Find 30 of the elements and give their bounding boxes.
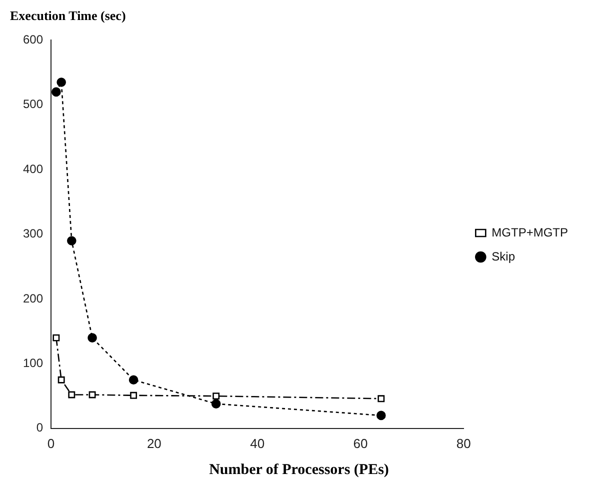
- point: [378, 395, 385, 402]
- point: [56, 78, 66, 87]
- point: [212, 392, 220, 400]
- x-tick-label: 60: [353, 436, 368, 451]
- point: [211, 399, 221, 408]
- y-tick-label: 200: [22, 291, 44, 306]
- point: [58, 376, 65, 384]
- x-tick-label: 40: [250, 436, 265, 451]
- y-tick-label: 100: [22, 356, 44, 370]
- x-axis-title: Number of Processors (PEs): [208, 462, 390, 479]
- point: [52, 87, 61, 97]
- y-tick-label: 400: [22, 162, 44, 176]
- x-tick-label: 80: [456, 436, 471, 451]
- point: [130, 392, 138, 399]
- point: [128, 375, 138, 385]
- y-tick-label: 0: [36, 420, 44, 435]
- x-tick-label: 0: [47, 436, 55, 451]
- point: [67, 236, 76, 246]
- y-tick-label: 500: [22, 97, 44, 112]
- point: [52, 334, 60, 342]
- y-tick-label: 300: [22, 226, 44, 241]
- x-tick-label: 20: [146, 436, 162, 451]
- y-axis-title: Execution Time (sec): [10, 8, 126, 24]
- legend-label: MGTP+MGTP: [492, 225, 568, 240]
- point: [88, 391, 96, 398]
- point: [68, 391, 76, 398]
- point: [88, 333, 97, 342]
- y-tick-label: 600: [22, 32, 44, 47]
- point: [376, 410, 386, 420]
- legend-label: Skip: [492, 249, 516, 264]
